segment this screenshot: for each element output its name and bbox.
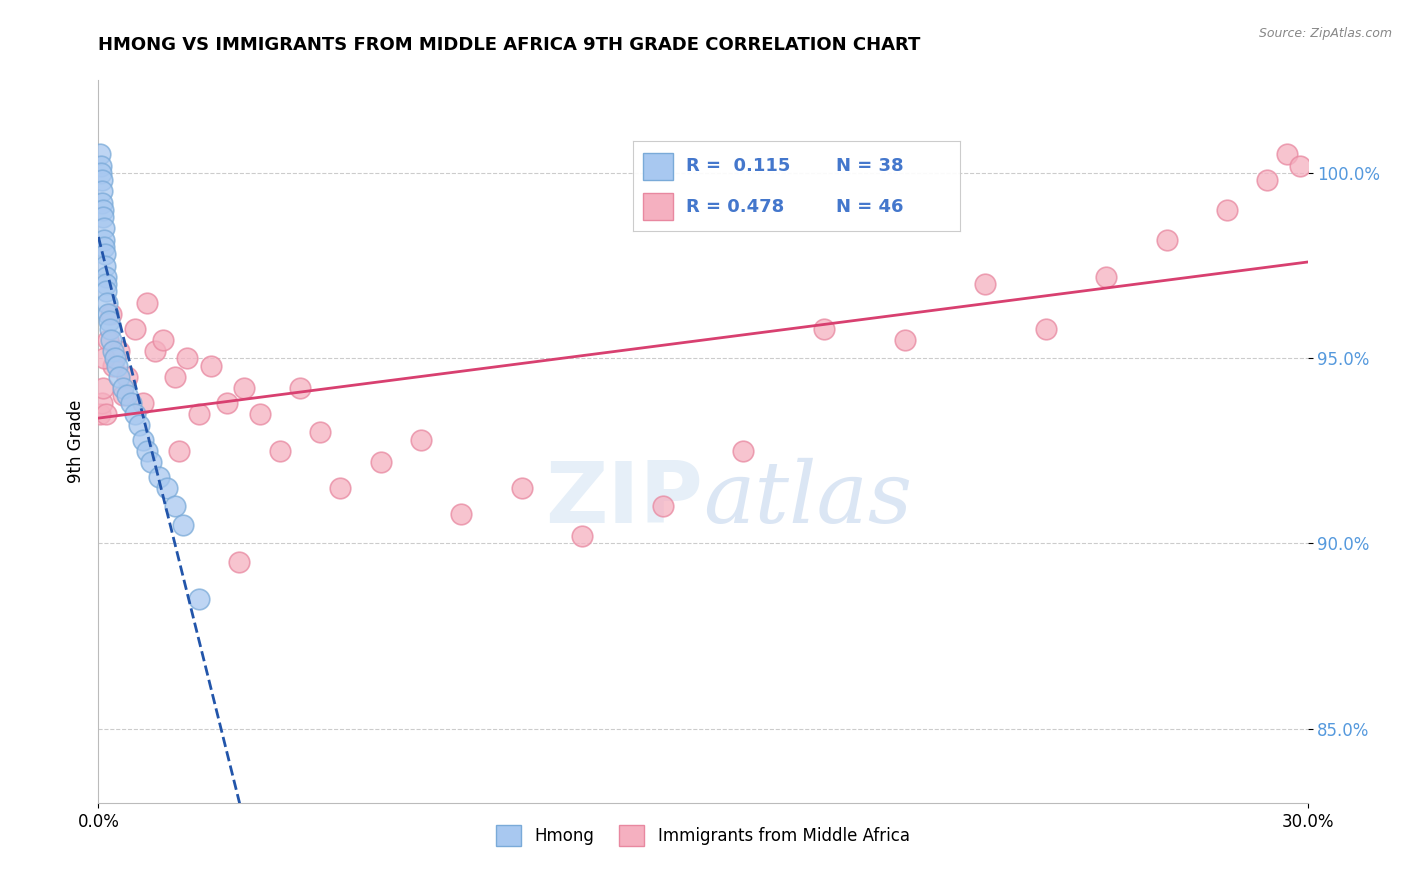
Text: R = 0.478: R = 0.478: [686, 197, 785, 216]
Point: [152, 333, 174, 347]
Text: Source: ZipAtlas.com: Source: ZipAtlas.com: [1258, 27, 1392, 40]
Text: atlas: atlas: [703, 458, 912, 541]
Point: [101, 343, 124, 358]
Point: [1277, 147, 1299, 161]
Point: [1156, 233, 1178, 247]
Point: [97, 314, 120, 328]
Point: [409, 433, 432, 447]
Point: [163, 500, 186, 514]
Point: [96, 295, 118, 310]
Text: N = 46: N = 46: [837, 197, 904, 216]
Point: [135, 295, 157, 310]
Point: [329, 481, 352, 495]
Point: [115, 388, 138, 402]
Point: [90, 173, 112, 187]
Point: [893, 333, 915, 347]
Point: [1256, 173, 1278, 187]
Point: [97, 307, 120, 321]
Point: [91, 185, 114, 199]
Point: [188, 407, 211, 421]
Point: [100, 333, 122, 347]
Point: [90, 159, 112, 173]
Text: ZIP: ZIP: [546, 458, 703, 541]
Point: [232, 381, 254, 395]
Point: [100, 307, 122, 321]
Point: [94, 247, 117, 261]
Point: [1035, 321, 1057, 335]
Point: [132, 395, 155, 409]
Point: [124, 321, 146, 335]
Point: [132, 433, 155, 447]
Point: [309, 425, 332, 440]
Point: [172, 517, 194, 532]
Point: [111, 388, 134, 402]
Point: [90, 166, 112, 180]
Point: [139, 455, 162, 469]
Point: [91, 211, 114, 225]
Point: [89, 407, 111, 421]
Point: [176, 351, 198, 366]
Point: [94, 269, 117, 284]
Point: [269, 443, 291, 458]
Point: [571, 529, 593, 543]
Y-axis label: 9th Grade: 9th Grade: [66, 400, 84, 483]
Point: [228, 555, 250, 569]
Point: [200, 359, 222, 373]
Point: [97, 333, 120, 347]
Point: [156, 481, 179, 495]
Text: N = 38: N = 38: [837, 157, 904, 176]
Point: [249, 407, 271, 421]
Point: [288, 381, 311, 395]
Point: [103, 351, 125, 366]
Point: [93, 240, 115, 254]
Point: [105, 359, 128, 373]
Point: [101, 359, 124, 373]
Point: [128, 417, 150, 432]
Point: [91, 381, 114, 395]
Point: [96, 285, 118, 299]
Point: [120, 395, 142, 409]
Point: [1095, 269, 1118, 284]
FancyBboxPatch shape: [643, 153, 672, 180]
Point: [974, 277, 997, 291]
Legend: Hmong, Immigrants from Middle Africa: Hmong, Immigrants from Middle Africa: [489, 819, 917, 852]
Point: [93, 221, 115, 235]
Point: [135, 443, 157, 458]
Point: [148, 469, 170, 483]
Point: [188, 592, 211, 607]
Point: [1288, 159, 1310, 173]
Point: [111, 381, 134, 395]
Point: [91, 202, 114, 217]
Point: [651, 500, 673, 514]
Point: [107, 369, 129, 384]
Point: [90, 395, 112, 409]
Point: [94, 277, 117, 291]
Point: [91, 195, 114, 210]
Point: [813, 321, 835, 335]
Point: [370, 455, 392, 469]
FancyBboxPatch shape: [643, 194, 672, 220]
Point: [217, 395, 239, 409]
Point: [143, 343, 166, 358]
Point: [98, 321, 121, 335]
Point: [1216, 202, 1239, 217]
Point: [733, 443, 755, 458]
Point: [510, 481, 533, 495]
Point: [107, 343, 129, 358]
Point: [94, 259, 117, 273]
Point: [124, 407, 146, 421]
Point: [94, 407, 117, 421]
Point: [93, 233, 115, 247]
Point: [89, 147, 111, 161]
Point: [167, 443, 190, 458]
Text: HMONG VS IMMIGRANTS FROM MIDDLE AFRICA 9TH GRADE CORRELATION CHART: HMONG VS IMMIGRANTS FROM MIDDLE AFRICA 9…: [98, 36, 921, 54]
Point: [115, 369, 138, 384]
Point: [93, 351, 115, 366]
Point: [450, 507, 472, 521]
Point: [163, 369, 186, 384]
Text: R =  0.115: R = 0.115: [686, 157, 790, 176]
